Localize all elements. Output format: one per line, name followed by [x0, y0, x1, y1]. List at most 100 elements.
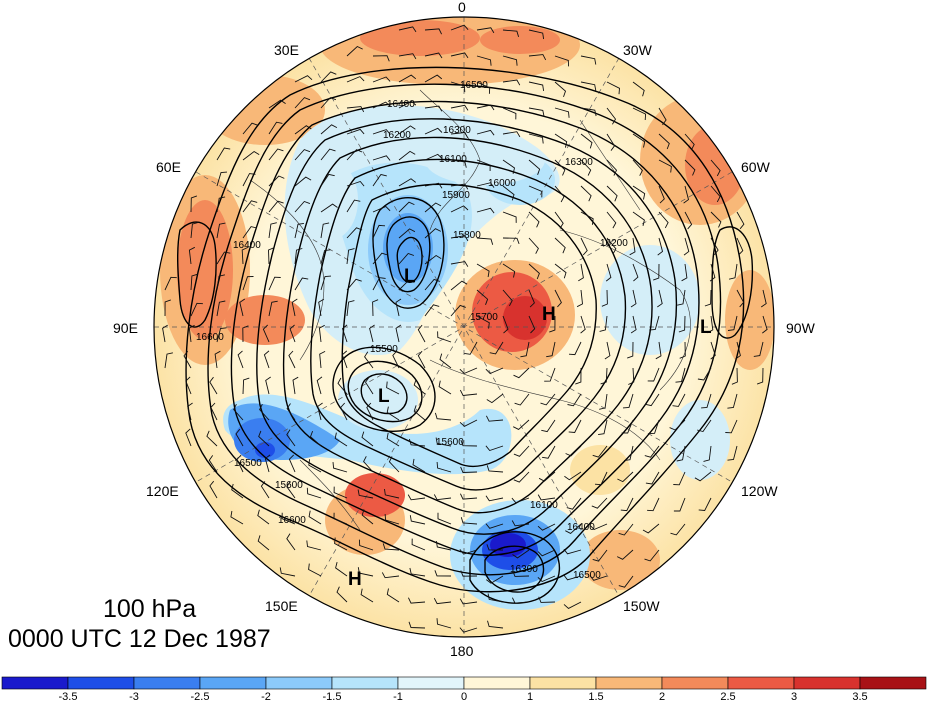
wind-barb [357, 567, 374, 577]
wind-barb [268, 148, 284, 161]
wind-barb [242, 276, 254, 291]
wind-barb [409, 567, 426, 577]
contour-label: 15900 [442, 190, 470, 201]
wind-barb [398, 100, 417, 109]
wind-barb [268, 247, 275, 265]
wind-barb [435, 437, 452, 447]
wind-barb [382, 543, 400, 551]
wind-barb [580, 185, 592, 202]
wind-barb [760, 289, 767, 308]
wind-barb [563, 574, 582, 581]
wind-barb [622, 393, 634, 409]
wind-barb [606, 133, 616, 151]
wind-barb [605, 263, 612, 282]
wind-barb [546, 341, 556, 358]
wind-barb [580, 237, 588, 256]
wind-barb [188, 324, 195, 343]
wind-barb [502, 159, 516, 174]
wind-barb [398, 228, 416, 239]
wind-barb [580, 159, 592, 176]
lon-label-60e: 60E [156, 159, 181, 175]
wind-barb [485, 415, 504, 422]
wind-barb [576, 289, 583, 308]
wind-barb [433, 494, 452, 501]
wind-barb [268, 276, 281, 291]
wind-barb [710, 185, 721, 203]
wind-barb [601, 289, 608, 307]
wind-barb [617, 471, 634, 483]
wind-barb [511, 497, 530, 504]
lon-label-90w: 90W [786, 320, 815, 336]
wind-barb [658, 133, 670, 150]
wind-barb [395, 324, 402, 343]
contour-label: 16600 [278, 515, 306, 526]
map-boundary [153, 16, 775, 638]
wind-barb [346, 300, 355, 317]
wind-barb [580, 315, 586, 334]
lon-label-60w: 60W [741, 159, 770, 175]
wind-barb [341, 350, 348, 369]
wind-barb [731, 367, 738, 385]
wind-barb [676, 445, 686, 462]
wind-barb [334, 432, 348, 447]
wind-barb [210, 402, 218, 421]
wind-barb [437, 331, 452, 343]
wind-barb [735, 341, 741, 360]
wind-barb [487, 593, 504, 603]
wind-barb [459, 389, 478, 396]
wind-barb [398, 252, 415, 265]
wind-barb [183, 350, 192, 369]
wind-barb [753, 341, 764, 357]
wind-barb [242, 150, 260, 161]
wind-barb [436, 618, 452, 629]
wind-barb [372, 205, 391, 213]
wind-barb [346, 106, 365, 113]
wind-barb [242, 200, 258, 213]
wind-barb [294, 200, 311, 213]
wind-barb [424, 52, 443, 59]
wind-barb [542, 445, 556, 459]
wind-barb [332, 462, 348, 473]
wind-barb [486, 575, 504, 584]
wind-barb [216, 251, 231, 265]
wind-barb [450, 24, 469, 31]
wind-barb [424, 153, 443, 161]
wind-barb [346, 227, 363, 239]
wind-barb [372, 155, 391, 161]
wind-barb [337, 377, 348, 395]
wind-barb [694, 471, 712, 482]
wind-barb [704, 289, 712, 307]
wind-barb [450, 52, 469, 59]
wind-barb [657, 289, 663, 308]
lon-label-90e: 90E [113, 320, 138, 336]
wind-barb [616, 549, 634, 560]
wind-barb [568, 341, 582, 356]
wind-barb [528, 185, 543, 198]
wind-barb [632, 211, 645, 227]
wind-barb [538, 596, 556, 603]
wind-barb [502, 55, 518, 66]
wind-barb [450, 81, 466, 93]
wind-barb [320, 148, 336, 161]
wind-barb [673, 471, 686, 486]
low-center-letter: L [404, 266, 416, 287]
wind-barb [386, 381, 400, 395]
wind-barb [655, 341, 662, 360]
wind-barb [511, 597, 530, 604]
wind-barb [489, 341, 504, 355]
wind-barb [653, 263, 660, 281]
wind-barb [216, 274, 226, 291]
wind-barb [538, 471, 556, 482]
wind-barb [554, 237, 566, 254]
wind-barb [239, 298, 246, 317]
wind-barb [346, 248, 355, 265]
wind-barb [684, 211, 693, 230]
wind-barb [289, 324, 296, 343]
wind-barb [346, 128, 365, 135]
wind-barb [567, 393, 582, 407]
wind-barb [736, 289, 745, 308]
wind-barb [476, 159, 491, 171]
wind-barb [188, 246, 196, 265]
wind-barb [361, 509, 374, 525]
